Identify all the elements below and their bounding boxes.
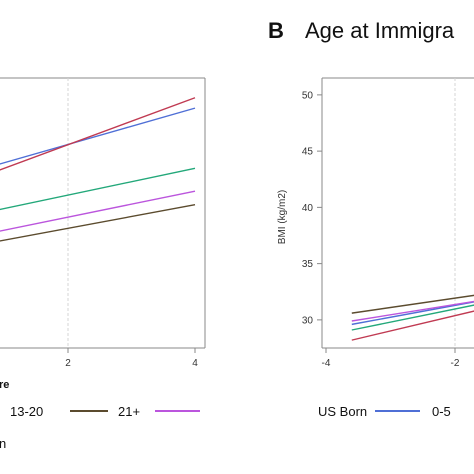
panel-a-legend-title-fragment: re [0,379,9,391]
panel-b-y-axis: 30 35 40 45 50 [302,90,322,326]
panel-b-y-axis-label: BMI (kg/m2) [277,190,288,244]
panel-a-x-tick-label: 4 [192,358,198,369]
panel-b-y-tick-label: 50 [302,90,314,101]
panel-b-y-tick-label: 45 [302,147,314,158]
panel-b-legend-label: 0-5 [432,404,451,419]
panel-a-series-line-5 [0,204,196,242]
panel-b-legend-label: US Born [318,404,367,419]
panel-b-x-tick-label: -4 [322,358,331,369]
panel-a-series-line-2 [0,97,196,171]
panel-a-series-group [0,97,196,242]
panel-b-y-tick-label: 35 [302,259,314,270]
panel-b-y-tick-label: 30 [302,315,314,326]
panel-a: 2 4 re 13-20 21+ n [0,77,206,451]
panel-b-series-line-2 [351,300,474,322]
panel-a-legend-label: 21+ [118,404,140,419]
panel-b: B Age at Immigra 30 35 40 45 50 -4 -2 BMI (k… [268,18,474,419]
panel-b-series-line-3 [351,294,474,314]
panel-a-x-tick-label: 2 [65,358,71,369]
panel-a-series-line-4 [0,190,196,232]
panel-a-series-line-3 [0,167,196,211]
panel-b-y-tick-label: 40 [302,203,314,214]
panel-a-legend-label: 13-20 [10,404,43,419]
panel-b-letter: B [268,18,284,43]
panel-b-series-line-4 [351,310,474,341]
panel-b-series-group [351,294,474,341]
panel-a-legend-extra-fragment: n [0,436,6,451]
panel-a-series-line-1 [0,107,196,165]
panel-b-series-line-5 [351,304,474,331]
panel-b-x-tick-label: -2 [451,358,460,369]
panel-b-title: Age at Immigra [305,18,455,43]
